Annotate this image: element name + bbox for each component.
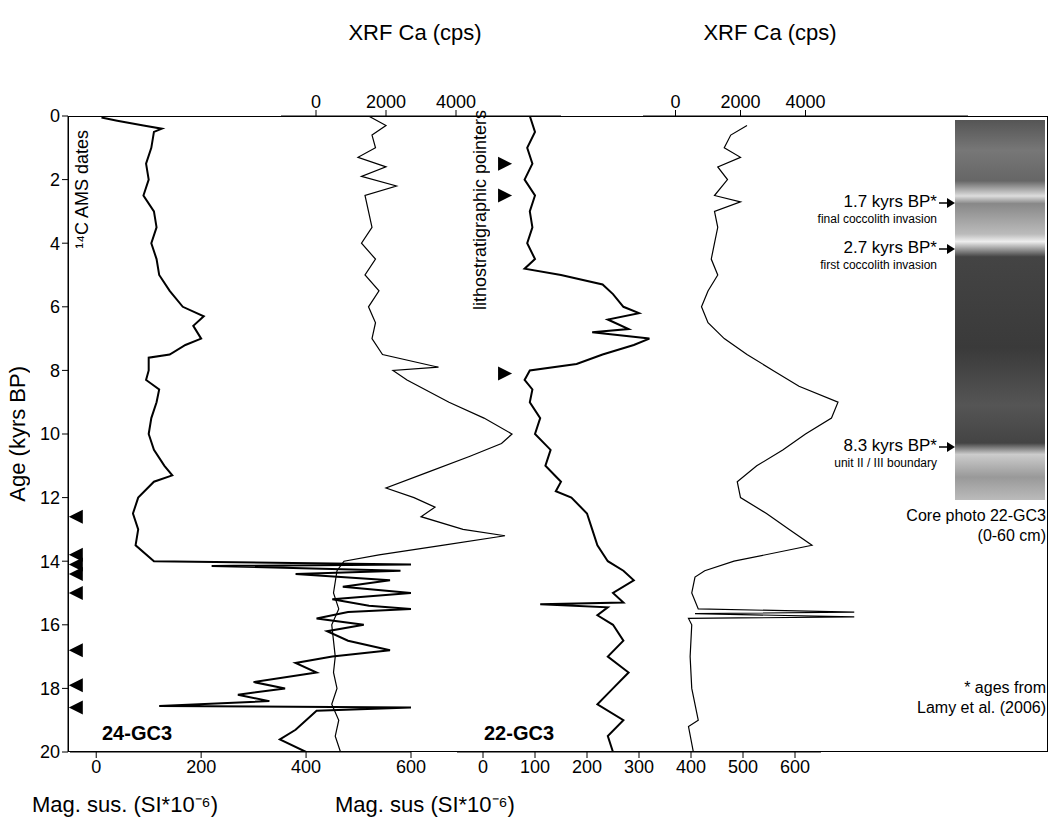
html-text:Mag. sus. (SI*10⁻⁶): Mag. sus. (SI*10⁻⁶) <box>32 792 218 817</box>
svg-text:100: 100 <box>520 757 550 777</box>
html-text:Mag. sus (SI*10⁻⁶): Mag. sus (SI*10⁻⁶) <box>335 792 515 817</box>
svg-text:2000: 2000 <box>366 92 406 112</box>
html-text:24-GC3: 24-GC3 <box>102 722 172 744</box>
html-text:2.7 kyrs BP*: 2.7 kyrs BP* <box>843 238 937 257</box>
svg-text:10: 10 <box>40 424 60 444</box>
svg-text:400: 400 <box>291 757 321 777</box>
svg-text:6: 6 <box>50 297 60 317</box>
html-text:(0-60 cm): (0-60 cm) <box>977 527 1046 544</box>
html-text:22-GC3: 22-GC3 <box>484 722 554 744</box>
svg-text:200: 200 <box>572 757 602 777</box>
svg-text:600: 600 <box>780 757 810 777</box>
svg-text:0: 0 <box>311 92 321 112</box>
svg-text:0: 0 <box>91 757 101 777</box>
html-text:Lamy et al. (2006): Lamy et al. (2006) <box>917 699 1046 716</box>
html-text:8.3 kyrs BP*: 8.3 kyrs BP* <box>843 436 937 455</box>
svg-text:20: 20 <box>40 742 60 762</box>
svg-text:200: 200 <box>186 757 216 777</box>
html-text:unit II / III boundary: unit II / III boundary <box>834 456 937 470</box>
svg-text:0: 0 <box>670 92 680 112</box>
html-text:lithostratigraphic pointers: lithostratigraphic pointers <box>470 110 490 311</box>
svg-text:400: 400 <box>676 757 706 777</box>
svg-text:2000: 2000 <box>720 92 760 112</box>
svg-text:4: 4 <box>50 234 60 254</box>
svg-text:0: 0 <box>478 757 488 777</box>
svg-text:2: 2 <box>50 170 60 190</box>
html-text:* ages from: * ages from <box>964 679 1046 696</box>
html-text:1.7 kyrs BP*: 1.7 kyrs BP* <box>843 192 937 211</box>
svg-text:0: 0 <box>50 106 60 126</box>
html-text:XRF Ca (cps): XRF Ca (cps) <box>703 20 837 45</box>
svg-text:12: 12 <box>40 488 60 508</box>
html-text:¹⁴C AMS dates: ¹⁴C AMS dates <box>72 130 92 249</box>
svg-text:600: 600 <box>396 757 426 777</box>
html-text:XRF Ca (cps): XRF Ca (cps) <box>348 20 482 45</box>
svg-text:16: 16 <box>40 615 60 635</box>
html-text:Core photo 22-GC3: Core photo 22-GC3 <box>906 507 1046 524</box>
svg-text:8: 8 <box>50 361 60 381</box>
svg-text:500: 500 <box>728 757 758 777</box>
svg-text:18: 18 <box>40 679 60 699</box>
html-text:Age (kyrs BP): Age (kyrs BP) <box>5 366 30 502</box>
svg-text:300: 300 <box>624 757 654 777</box>
svg-text:4000: 4000 <box>785 92 825 112</box>
html-text:final coccolith invasion: final coccolith invasion <box>817 212 937 226</box>
html-text:first coccolith invasion: first coccolith invasion <box>820 258 937 272</box>
svg-text:4000: 4000 <box>436 92 476 112</box>
svg-text:14: 14 <box>40 552 60 572</box>
